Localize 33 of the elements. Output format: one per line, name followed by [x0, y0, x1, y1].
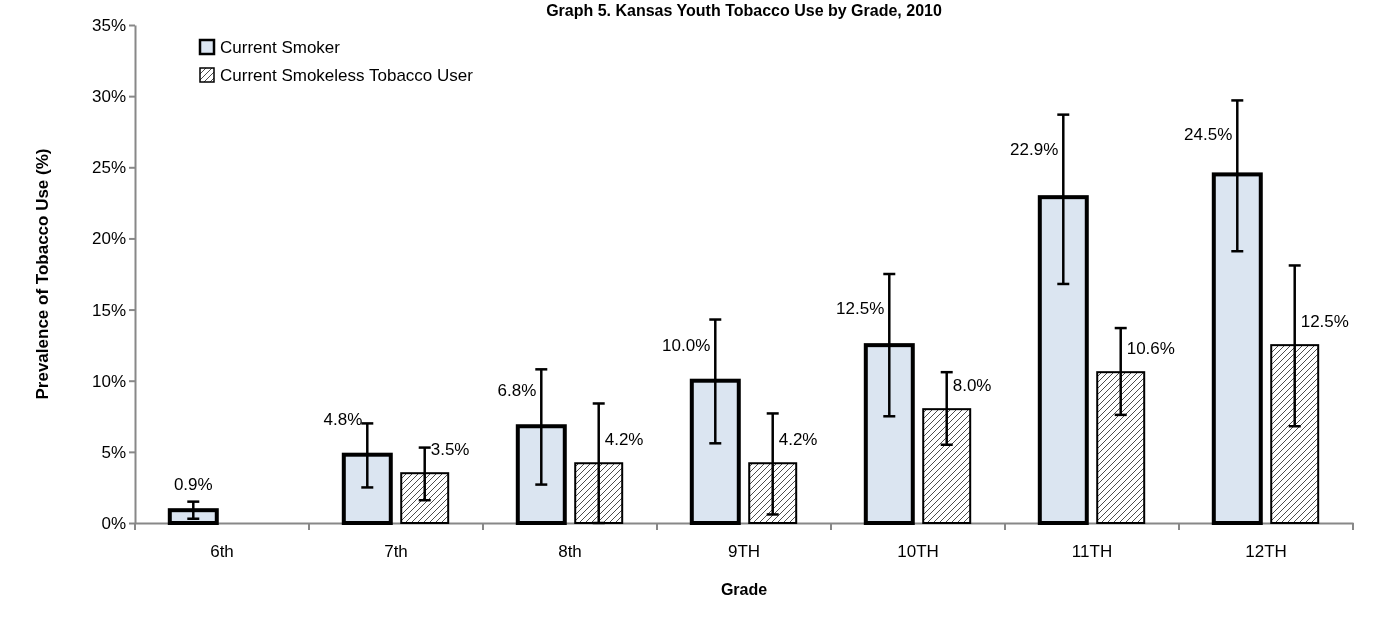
data-label: 4.2%: [604, 430, 644, 450]
x-tick-label: 7th: [384, 542, 408, 562]
y-axis-title: Prevalence of Tobacco Use (%): [33, 148, 52, 400]
data-label: 0.9%: [173, 474, 213, 494]
x-tick-label: 6th: [210, 542, 234, 562]
data-label: 3.5%: [430, 440, 470, 460]
x-tick-label: 10TH: [897, 542, 939, 562]
y-tick-label: 0%: [101, 513, 126, 533]
legend-label: Current Smoker: [220, 38, 341, 57]
data-label: 4.2%: [778, 430, 818, 450]
y-tick-label: 25%: [91, 158, 126, 178]
y-tick-label: 5%: [101, 442, 126, 462]
x-tick-label: 9TH: [727, 542, 761, 562]
data-label: 12.5%: [836, 299, 885, 318]
data-label: 24.5%: [1184, 125, 1233, 145]
data-label: 10.6%: [1126, 339, 1175, 359]
data-label: 22.9%: [1010, 139, 1059, 159]
y-tick-label: 15%: [91, 300, 126, 320]
x-tick-label: 8th: [558, 542, 582, 562]
data-label: 4.8%: [323, 409, 363, 429]
legend-label: Current Smokeless Tobacco User: [220, 66, 474, 85]
data-label: 6.8%: [497, 381, 537, 401]
y-tick-label: 20%: [91, 229, 126, 249]
chart-title: Graph 5. Kansas Youth Tobacco Use by Grade, 2010: [546, 2, 942, 19]
data-label: 12.5%: [1300, 312, 1349, 332]
y-tick-label: 10%: [91, 371, 126, 391]
x-tick-label: 11TH: [1071, 542, 1113, 562]
x-axis-title: Grade: [720, 581, 768, 598]
x-tick-label: 12TH: [1245, 542, 1287, 562]
y-tick-label: 30%: [91, 87, 126, 107]
y-tick-label: 35%: [91, 15, 126, 35]
data-label: 10.0%: [662, 335, 711, 355]
data-label: 8.0%: [952, 376, 992, 396]
